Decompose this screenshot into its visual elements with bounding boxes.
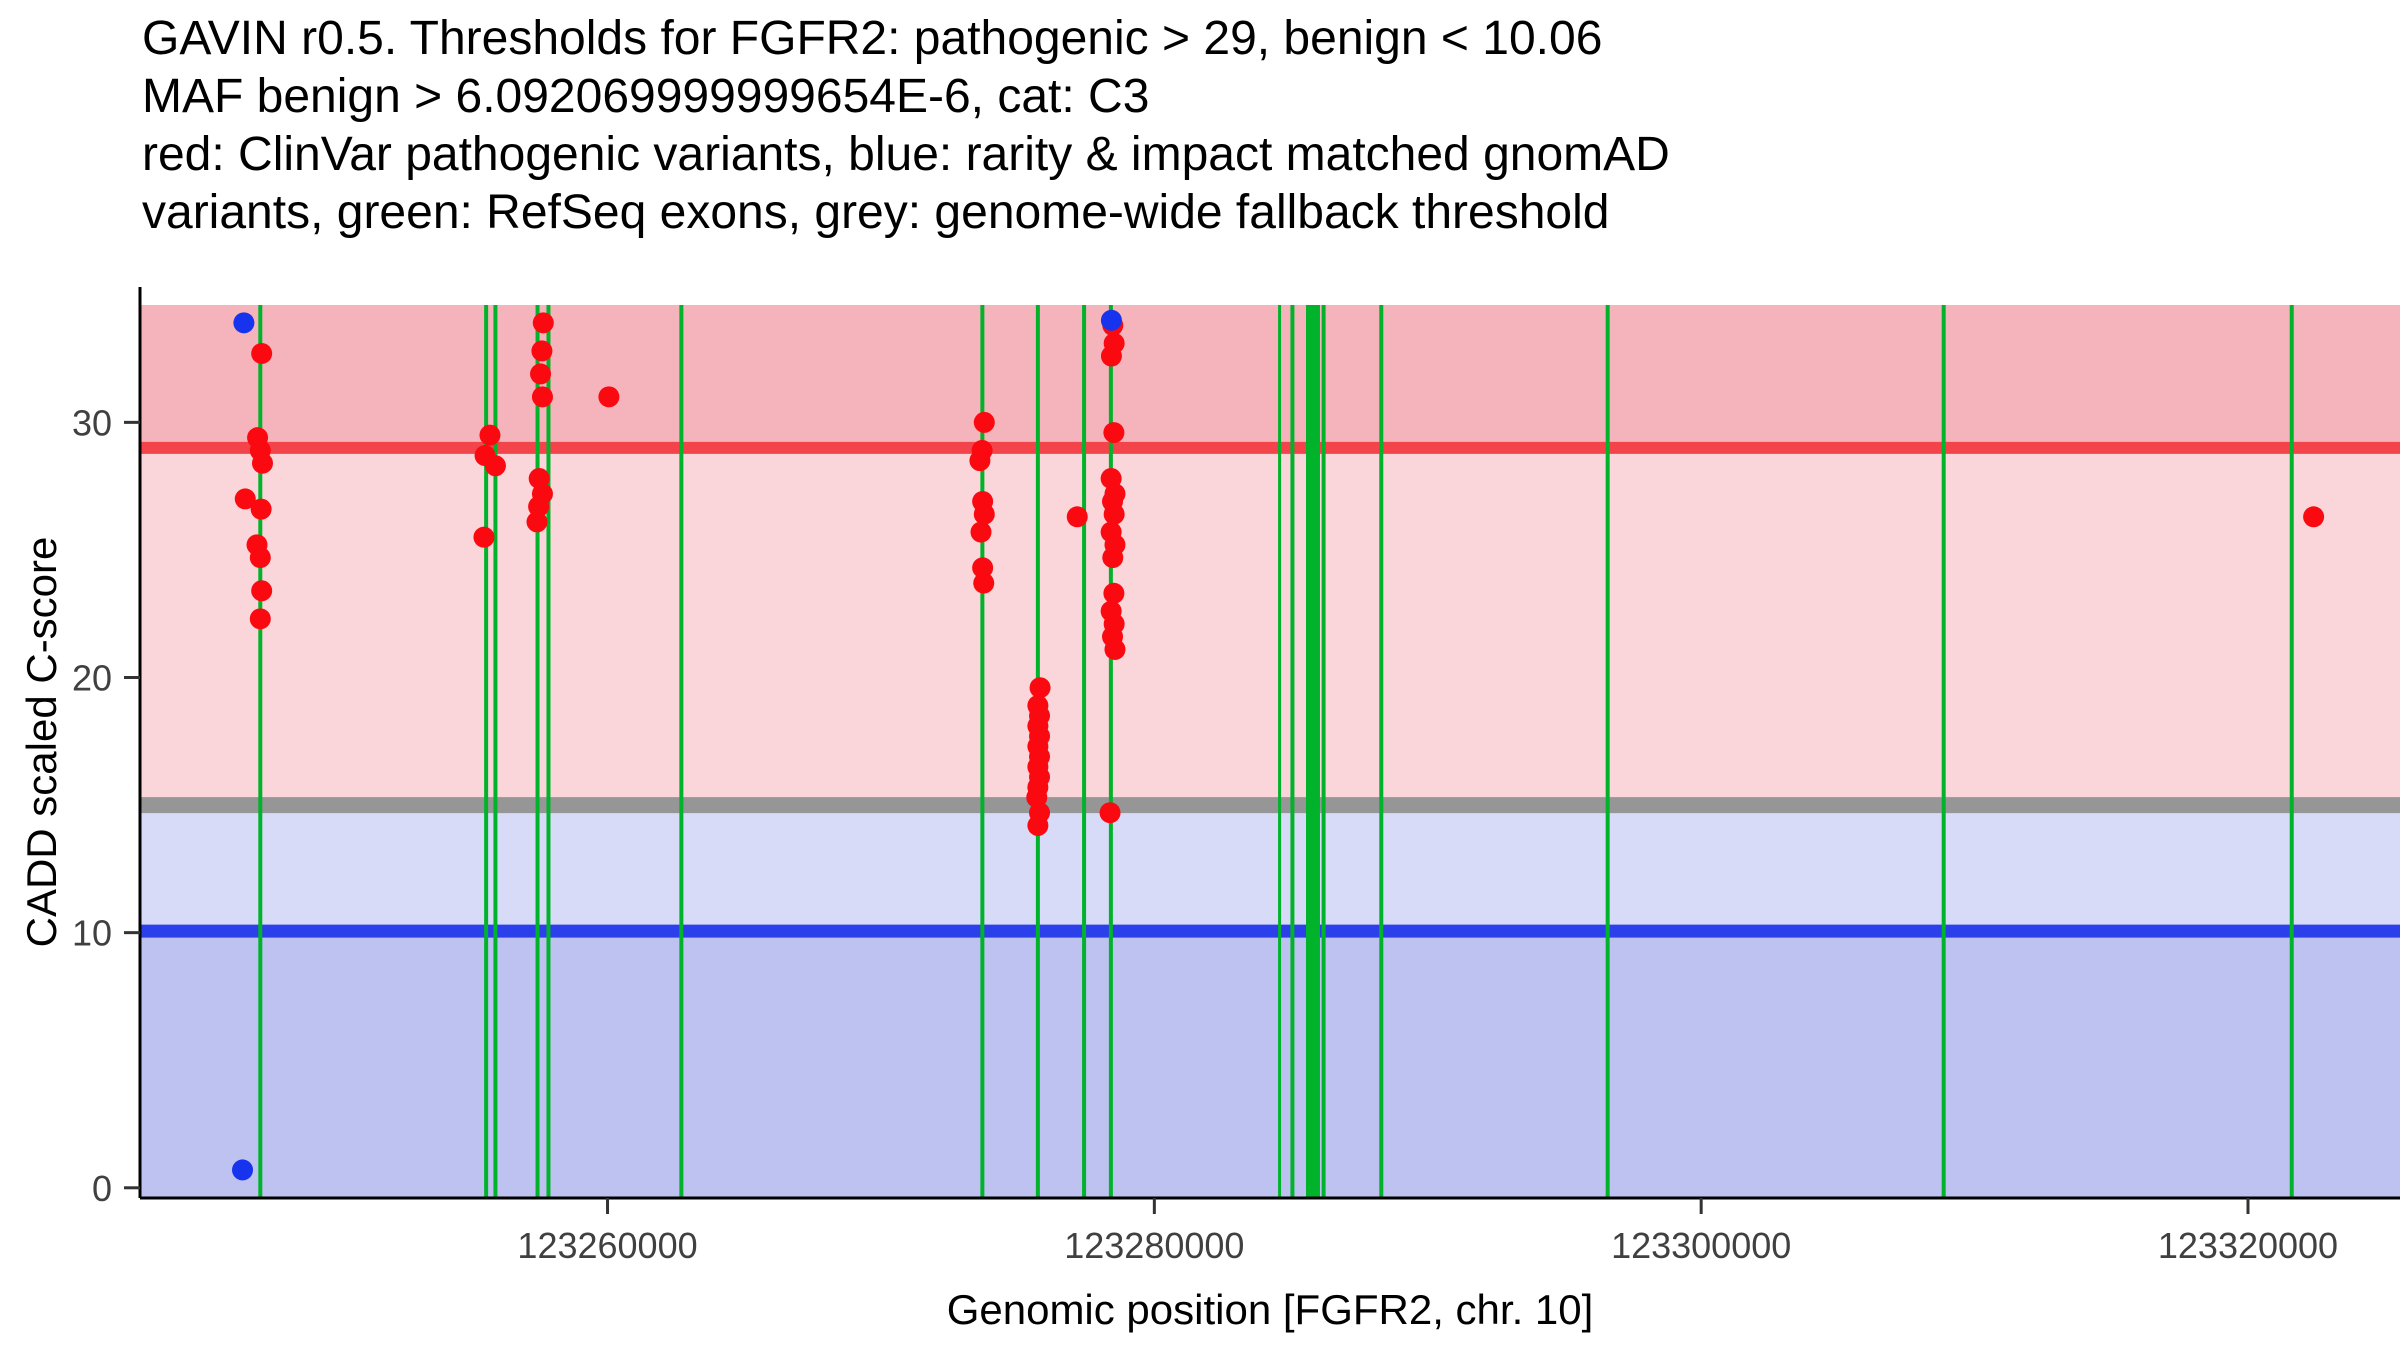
clinvar-pathogenic-variant-point bbox=[969, 450, 991, 472]
pathogenic-zone-band bbox=[140, 305, 2400, 448]
clinvar-pathogenic-variant-point bbox=[479, 424, 501, 446]
clinvar-pathogenic-variant-point bbox=[1102, 547, 1124, 569]
clinvar-pathogenic-variant-point bbox=[234, 488, 256, 510]
clinvar-pathogenic-variant-point bbox=[1027, 814, 1049, 836]
clinvar-pathogenic-variant-point bbox=[530, 363, 552, 385]
clinvar-pathogenic-variant-point bbox=[528, 496, 550, 518]
clinvar-pathogenic-variant-point bbox=[972, 557, 994, 579]
gnomad-matched-variant-point bbox=[233, 312, 255, 334]
clinvar-pathogenic-variant-point bbox=[1103, 422, 1125, 444]
clinvar-pathogenic-variant-point bbox=[249, 608, 271, 630]
clinvar-pathogenic-variant-point bbox=[598, 386, 620, 408]
y-tick-label: 10 bbox=[72, 913, 112, 954]
y-axis-title: CADD scaled C-score bbox=[18, 536, 65, 948]
x-tick-label: 123300000 bbox=[1611, 1225, 1791, 1266]
clinvar-pathogenic-variant-point bbox=[1066, 506, 1088, 528]
vous-lower-zone-band bbox=[140, 805, 2400, 932]
clinvar-pathogenic-variant-point bbox=[249, 547, 271, 569]
clinvar-pathogenic-variant-point bbox=[2303, 506, 2325, 528]
clinvar-pathogenic-variant-point bbox=[484, 455, 506, 477]
clinvar-pathogenic-variant-point bbox=[532, 312, 554, 334]
clinvar-pathogenic-variant-point bbox=[1104, 638, 1126, 660]
x-tick-label: 123320000 bbox=[2158, 1225, 2338, 1266]
clinvar-pathogenic-variant-point bbox=[1029, 677, 1051, 699]
vous-upper-zone-band bbox=[140, 447, 2400, 806]
clinvar-pathogenic-variant-point bbox=[473, 526, 495, 548]
clinvar-pathogenic-variant-point bbox=[1100, 345, 1122, 367]
plot-title: GAVIN r0.5. Thresholds for FGFR2: pathog… bbox=[142, 10, 1670, 242]
clinvar-pathogenic-variant-point bbox=[1099, 802, 1121, 824]
clinvar-pathogenic-variant-point bbox=[251, 452, 273, 474]
clinvar-pathogenic-variant-point bbox=[250, 498, 272, 520]
benign-zone-band bbox=[140, 931, 2400, 1198]
clinvar-pathogenic-variant-point bbox=[531, 340, 553, 362]
clinvar-pathogenic-variant-point bbox=[973, 572, 995, 594]
gnomad-matched-variant-point bbox=[232, 1159, 254, 1181]
clinvar-pathogenic-variant-point bbox=[1103, 503, 1125, 525]
clinvar-pathogenic-variant-point bbox=[251, 580, 273, 602]
gnomad-matched-variant-point bbox=[1100, 309, 1122, 331]
x-tick-label: 123260000 bbox=[517, 1225, 697, 1266]
y-tick-label: 20 bbox=[72, 658, 112, 699]
clinvar-pathogenic-variant-point bbox=[970, 521, 992, 543]
clinvar-pathogenic-variant-point bbox=[1103, 582, 1125, 604]
clinvar-pathogenic-variant-point bbox=[526, 511, 548, 533]
x-tick-label: 123280000 bbox=[1064, 1225, 1244, 1266]
x-axis-title: Genomic position [FGFR2, chr. 10] bbox=[946, 1286, 1594, 1333]
y-tick-label: 30 bbox=[72, 402, 112, 443]
y-tick-label: 0 bbox=[92, 1168, 112, 1209]
title-line-3: red: ClinVar pathogenic variants, blue: … bbox=[142, 128, 1670, 181]
title-line-1: GAVIN r0.5. Thresholds for FGFR2: pathog… bbox=[142, 12, 1603, 65]
clinvar-pathogenic-variant-point bbox=[973, 503, 995, 525]
clinvar-pathogenic-variant-point bbox=[251, 342, 273, 364]
title-line-2: MAF benign > 6.092069999999654E-6, cat: … bbox=[142, 70, 1150, 123]
title-line-4: variants, green: RefSeq exons, grey: gen… bbox=[142, 186, 1610, 239]
clinvar-pathogenic-variant-point bbox=[973, 411, 995, 433]
clinvar-pathogenic-variant-point bbox=[531, 386, 553, 408]
